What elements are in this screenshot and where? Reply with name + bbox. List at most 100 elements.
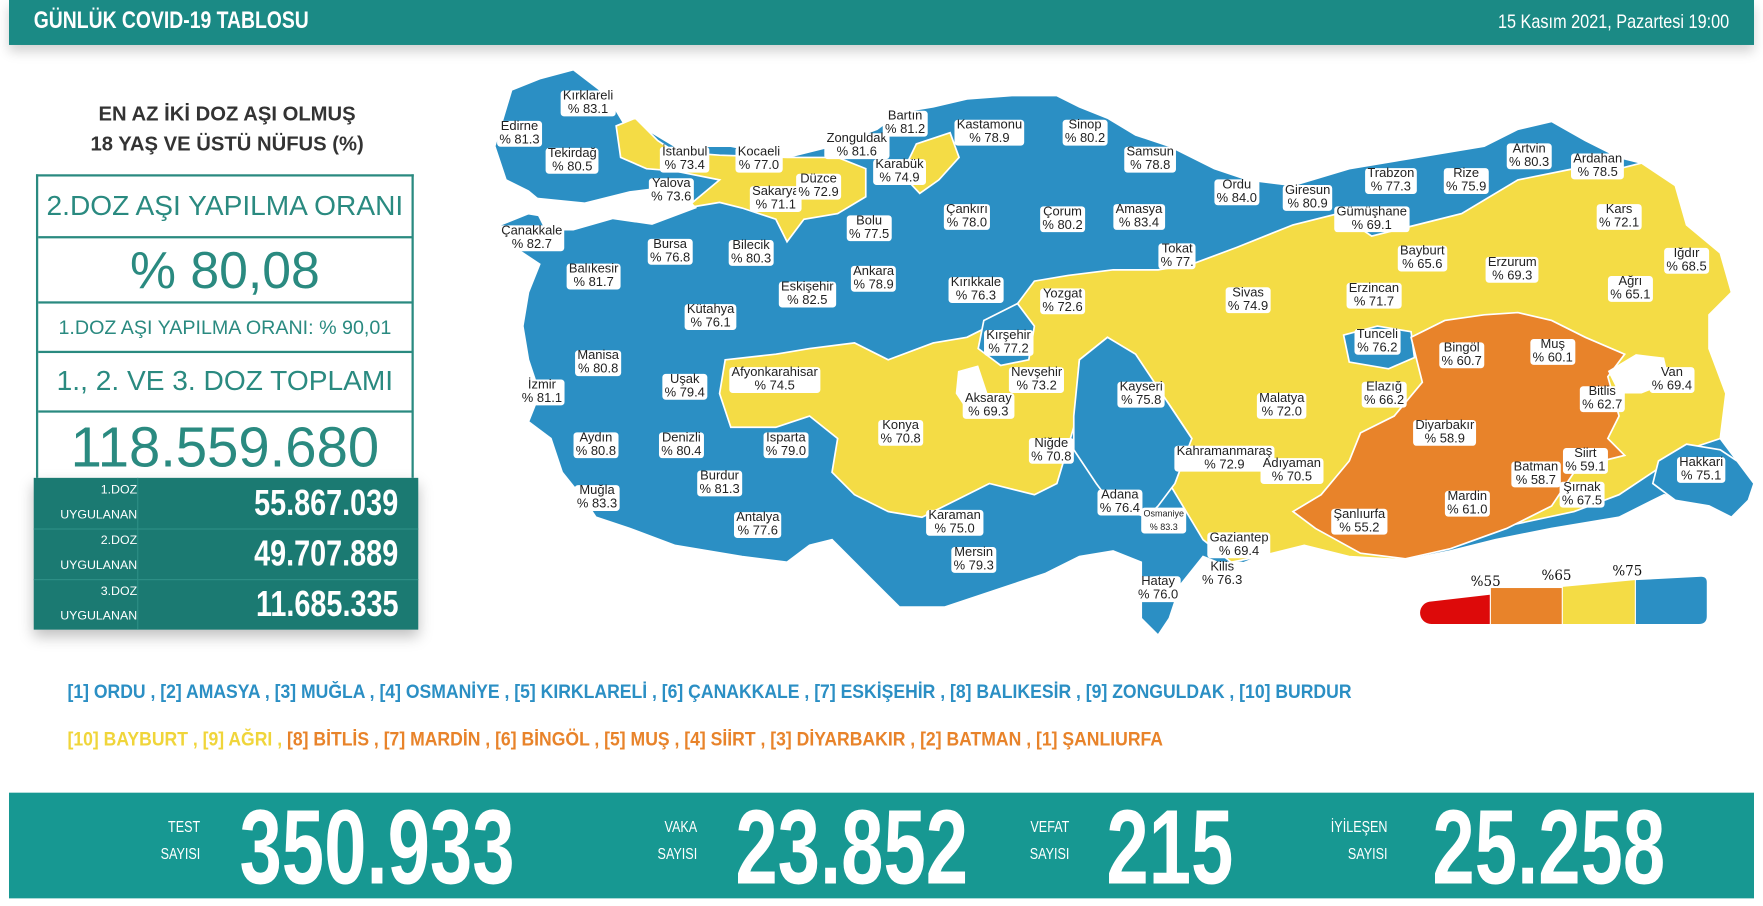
total-doses-value: 118.559.680 — [70, 416, 380, 479]
province-value: % 76.0 — [1137, 588, 1179, 602]
dose-value: 49.707.889 — [253, 532, 399, 574]
province-value: % 69.4 — [1218, 544, 1260, 558]
vaccination-title: EN AZ İKİ DOZ AŞI OLMUŞ 18 YAŞ VE ÜSTÜ N… — [36, 99, 418, 160]
province-name: Hakkari — [1679, 455, 1724, 470]
province-value: % 77.0 — [738, 158, 780, 173]
province-name: Kırklareli — [562, 89, 614, 103]
dose2-rate-value: % 80,08 — [38, 238, 412, 304]
province-value: % 72.1 — [1598, 215, 1640, 230]
province-value: % 83.4 — [1118, 215, 1160, 230]
province-value: % 77.2 — [988, 341, 1029, 356]
province-label: Bayburt% 65.6 — [1397, 245, 1447, 272]
province-label: Aksaray% 69.3 — [962, 392, 1014, 419]
province-value: % 62.7 — [1582, 398, 1623, 412]
province-name: Manisa — [577, 349, 620, 363]
recovered-label-line2: SAYISI — [1347, 844, 1388, 863]
province-name: Kilis — [1210, 560, 1235, 574]
vaccination-title-line1: EN AZ İKİ DOZ AŞI OLMUŞ — [98, 102, 356, 125]
province-name: Amasya — [1115, 202, 1163, 217]
province-label: Osmaniye % 83.3 — [1141, 507, 1187, 534]
province-label: Kars% 72.1 — [1596, 203, 1642, 230]
province-name: Bolu — [856, 214, 883, 228]
province-value: % 74.5 — [754, 378, 795, 393]
province-name: Kırıkkale — [950, 276, 1002, 290]
province-name: Niğde — [1034, 436, 1069, 451]
province-name: Aydın — [579, 431, 613, 445]
province-value: % 81.1 — [521, 391, 563, 405]
province-label: Bingöl% 60.7 — [1439, 341, 1485, 369]
province-value: % 76.3 — [1202, 573, 1243, 587]
recovered-label: İYİLEŞEN SAYISI — [1331, 813, 1388, 867]
province-name: Çankırı — [946, 202, 988, 217]
province-name: Kırşehir — [986, 328, 1031, 343]
province-value: % 72.6 — [1042, 300, 1083, 314]
province-name: Kastamonu — [956, 118, 1023, 133]
bottom-ranking-yellow: [10] BAYBURT , [9] AĞRI , — [67, 728, 283, 750]
province-value: % 66.2 — [1363, 393, 1405, 408]
province-name: Bursa — [653, 237, 688, 252]
province-value: % 69.3 — [968, 404, 1009, 419]
province-value: % 81.6 — [836, 145, 877, 159]
province-value: % 70.8 — [1031, 449, 1072, 464]
province-value: % 80.5 — [552, 159, 593, 174]
province-label: Çankırı% 78.0 — [943, 202, 991, 230]
province-label: Yozgat% 72.6 — [1040, 288, 1085, 315]
province-value: % 80.2 — [1042, 218, 1083, 232]
vaccination-title-line2: 18 YAŞ VE ÜSTÜ NÜFUS (%) — [90, 132, 364, 156]
province-value: % 58.9 — [1424, 431, 1465, 446]
province-label: Niğde% 70.8 — [1028, 436, 1074, 464]
province-name: Bartın — [887, 109, 923, 124]
province-value: % 60.1 — [1532, 350, 1573, 365]
province-name: Nevşehir — [1011, 365, 1063, 380]
province-name: Sinop — [1068, 118, 1102, 133]
province-value: % 83.1 — [567, 102, 609, 116]
province-label: Düzce% 72.9 — [796, 173, 841, 200]
province-value: % 72.9 — [798, 185, 839, 200]
province-value: % 77.5 — [848, 227, 890, 241]
province-label: Tekirdağ% 80.5 — [545, 147, 599, 174]
province-label: Bartın% 81.2 — [882, 109, 928, 137]
province-label: Çorum% 80.2 — [1040, 206, 1085, 233]
province-name: Karabük — [875, 157, 924, 172]
province-name: Artvin — [1512, 142, 1546, 156]
province-value: % 75.9 — [1446, 179, 1487, 194]
province-name: Bingöl — [1443, 341, 1480, 355]
province-value: % 77.6 — [737, 523, 778, 538]
province-label: Şanlıurfa% 55.2 — [1331, 508, 1388, 535]
province-label: Burdur% 81.3 — [697, 470, 742, 497]
province-value: % 81.3 — [499, 132, 540, 147]
province-label: Şırnak% 67.5 — [1559, 480, 1605, 508]
deaths-count: 215 — [1106, 788, 1234, 906]
province-label: Manisa% 80.8 — [575, 349, 622, 377]
dose2-rate-label: 2.DOZ AŞI YAPILMA ORANI — [38, 177, 412, 239]
cases-label-line2: SAYISI — [657, 844, 698, 863]
province-name: Siirt — [1574, 446, 1597, 461]
province-value: % 78.9 — [969, 131, 1010, 146]
province-label: Erzurum% 69.3 — [1485, 256, 1539, 283]
province-value: % 82.7 — [511, 237, 552, 251]
province-name: Balıkesir — [568, 262, 619, 277]
province-name: Erzincan — [1348, 281, 1400, 296]
province-name: Gümüşhane — [1336, 205, 1407, 219]
province-name: Adıyaman — [1262, 457, 1321, 471]
province-label: Hakkari% 75.1 — [1676, 455, 1726, 483]
province-label: Ardahan% 78.5 — [1571, 153, 1625, 180]
province-label: Bilecik% 80.3 — [728, 239, 774, 266]
province-label: Giresun% 80.9 — [1282, 184, 1333, 211]
province-value: % 55.2 — [1339, 520, 1380, 535]
province-value: % 70.8 — [880, 431, 921, 446]
province-label: Denizli% 80.4 — [658, 432, 704, 459]
recovered-count: 25.258 — [1432, 788, 1666, 906]
province-value: % 72.9 — [1204, 457, 1245, 472]
province-label: Edirne% 81.3 — [497, 120, 542, 147]
province-name: Şırnak — [1563, 480, 1601, 495]
province-name: Konya — [882, 418, 919, 433]
province-label: Bolu% 77.5 — [846, 214, 892, 242]
province-label: Kocaeli% 77.0 — [735, 146, 783, 173]
province-label: Sinop% 80.2 — [1062, 118, 1108, 146]
province-label: Rize% 75.9 — [1443, 168, 1489, 194]
deaths-label-line2: SAYISI — [1029, 844, 1070, 863]
province-label: Afyonkarahisar% 74.5 — [729, 367, 821, 393]
dose1-rate: 1.DOZ AŞI YAPILMA ORANI: % 90,01 — [38, 304, 412, 354]
